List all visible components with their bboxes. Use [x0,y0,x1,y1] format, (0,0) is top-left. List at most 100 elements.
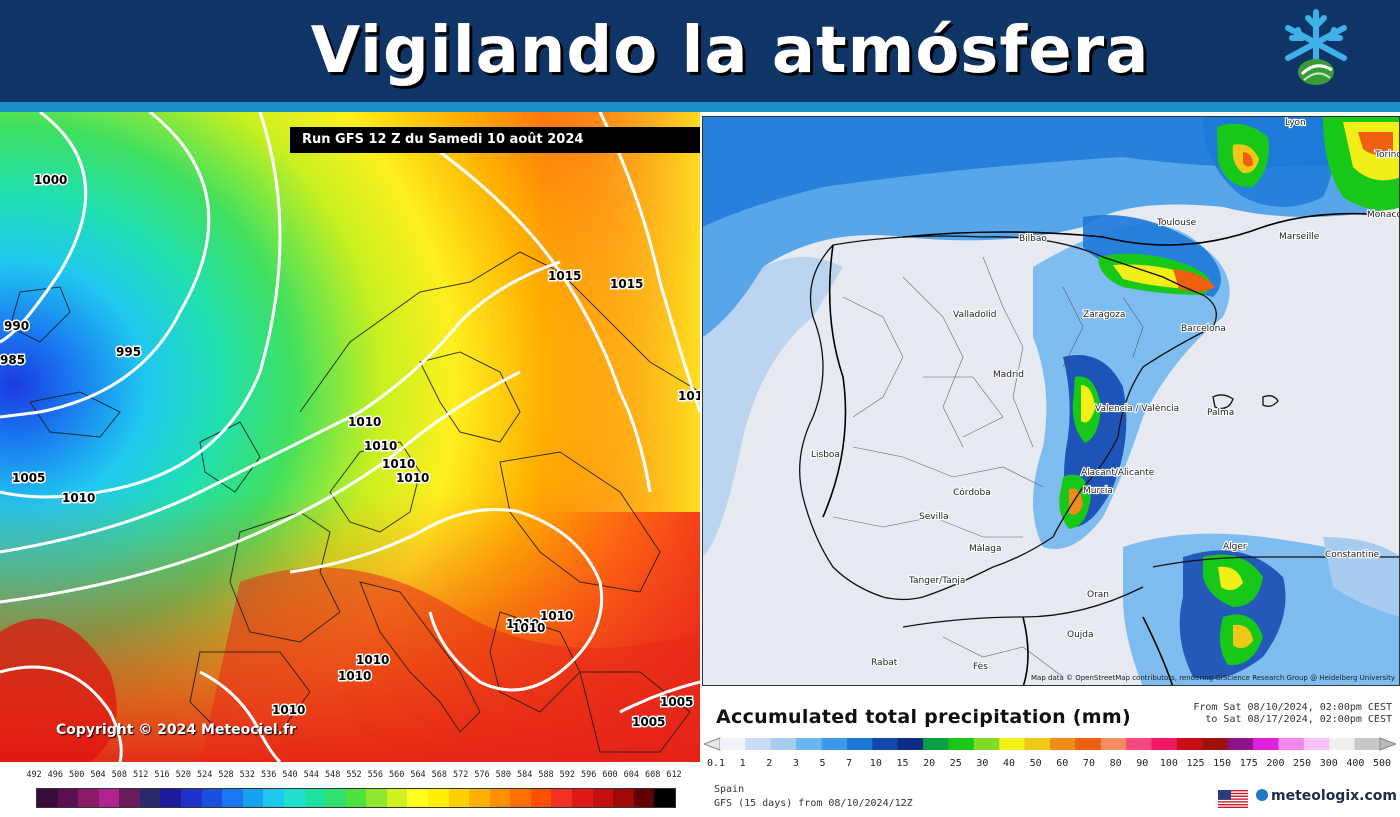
city-label: Madrid [993,370,1024,380]
legend-swatch [770,738,797,750]
meteologix-brand[interactable]: meteologix.com [1256,788,1397,804]
legend-tick-label: 400 [1346,758,1365,769]
legend-swatch [633,789,655,807]
legend-swatch [897,738,924,750]
geopotential-map-svg: 1000 990 985 995 1005 1010 1015 1015 101… [0,112,700,762]
legend-tick-label: 596 [580,770,597,780]
legend-swatch [1126,738,1153,750]
legend-swatch [654,789,675,807]
period-to: to Sat 08/17/2024, 02:00pm CEST [1205,714,1392,725]
legend-swatch [1176,738,1203,750]
legend-tick-label: 25 [949,758,962,769]
legend-tick-label: 492 [26,770,42,780]
precipitation-legend-ticks: 0.1 1 2 3 5 7 10 15 20 25 30 40 50 60 70 80 90 100 125 150 1… [707,758,1391,772]
geopotential-legend-ticks: 492 496 500 504 508 512 516 520 524 528 532 536 540 5… [26,770,681,784]
copyright-text: Copyright © 2024 Meteociel.fr [56,722,296,738]
legend-swatch [386,789,408,807]
city-label: Valencia / València [1095,403,1179,414]
legend-swatch [160,789,182,807]
isobar-label: 985 [0,353,25,367]
isobar-label: 1010 [506,617,539,631]
legend-swatch [263,789,284,807]
city-label: Marseille [1279,232,1320,242]
legend-tick-label: 532 [239,770,256,780]
precipitation-legend-bar [704,737,1396,751]
legend-swatch [242,789,264,807]
city-label: Fès [973,661,988,672]
legend-tick-label: 300 [1319,758,1338,769]
legend-swatch [366,789,387,807]
legend-swatch [1354,738,1381,750]
legend-tick-label: 556 [367,770,384,780]
legend-swatch [201,789,223,807]
legend-swatch [119,789,140,807]
isobar-label: 990 [4,319,29,333]
legend-tick-label: 70 [1082,758,1095,769]
isobar-label: 1010 [512,621,545,635]
isobar-label: 1005 [632,715,665,729]
legend-swatch [489,789,511,807]
legend-swatch [613,789,634,807]
isobar-label: 101 [678,389,700,403]
legend-tick-label: 580 [495,770,512,780]
legend-swatch [510,789,531,807]
geopotential-map: 1000 990 985 995 1005 1010 1015 1015 101… [0,112,700,762]
legend-swatch [551,789,573,807]
city-label: Bilbao [1019,234,1047,244]
legend-swatch [57,789,79,807]
isobar-label: 1010 [338,669,371,683]
legend-swatch [1024,738,1051,750]
city-label: Lisboa [811,450,840,460]
city-label: Alacant/Alicante [1081,468,1155,478]
legend-tick-label: 512 [132,770,149,780]
legend-tick-label: 504 [90,770,106,780]
header-banner [0,0,1400,104]
precipitation-map: Lyon Torino Monaco Toulouse Marseille Bi… [702,116,1400,686]
us-flag-icon[interactable] [1218,790,1248,808]
city-label: Oran [1087,590,1109,600]
legend-swatch [796,738,823,750]
legend-tick-label: 10 [869,758,882,769]
legend-swatch [530,789,552,807]
legend-arrow-left [704,737,721,751]
legend-tick-label: 540 [282,770,298,780]
city-label: Toulouse [1156,218,1197,228]
legend-swatch [999,738,1026,750]
legend-tick-label: 584 [516,770,533,780]
legend-swatch [1227,738,1254,750]
precipitation-title: Accumulated total precipitation (mm) [716,706,1131,728]
legend-swatch [283,789,305,807]
legend-tick-label: 3 [792,758,799,769]
isobar-label: 1010 [382,457,415,471]
legend-tick-label: 564 [410,770,426,780]
city-label: Lyon [1285,118,1306,128]
legend-tick-label: 508 [111,770,128,780]
isobar-label: 1010 [348,415,381,429]
isobar-label: 1010 [364,439,397,453]
legend-tick-label: 90 [1136,758,1149,769]
city-label: Barcelona [1181,324,1226,334]
legend-swatch [427,789,449,807]
isobar-label: 1010 [396,471,429,485]
header-stripe [0,102,1400,112]
legend-swatch [821,738,848,750]
legend-swatch [325,789,346,807]
legend-tick-label: 552 [346,770,362,780]
legend-tick-label: 544 [303,770,320,780]
city-label: Constantine [1325,550,1380,560]
legend-swatch [37,789,58,807]
model-run-label: Run GFS 12 Z du Samedi 10 août 2024 [290,127,700,153]
legend-swatch [923,738,949,750]
geopotential-legend-bar [36,788,676,808]
legend-tick-label: 15 [896,758,909,769]
legend-swatch [1329,738,1356,750]
city-label: Alger [1223,542,1247,552]
geopotential-legend: 492 496 500 504 508 512 516 520 524 528 532 536 540 5… [0,762,700,817]
legend-swatch [846,738,873,750]
legend-tick-label: 592 [559,770,576,780]
legend-swatch [222,789,243,807]
legend-tick-label: 150 [1213,758,1232,769]
city-label: Valladolid [953,310,996,320]
legend-tick-label: 20 [923,758,936,769]
legend-swatch [1253,738,1279,750]
